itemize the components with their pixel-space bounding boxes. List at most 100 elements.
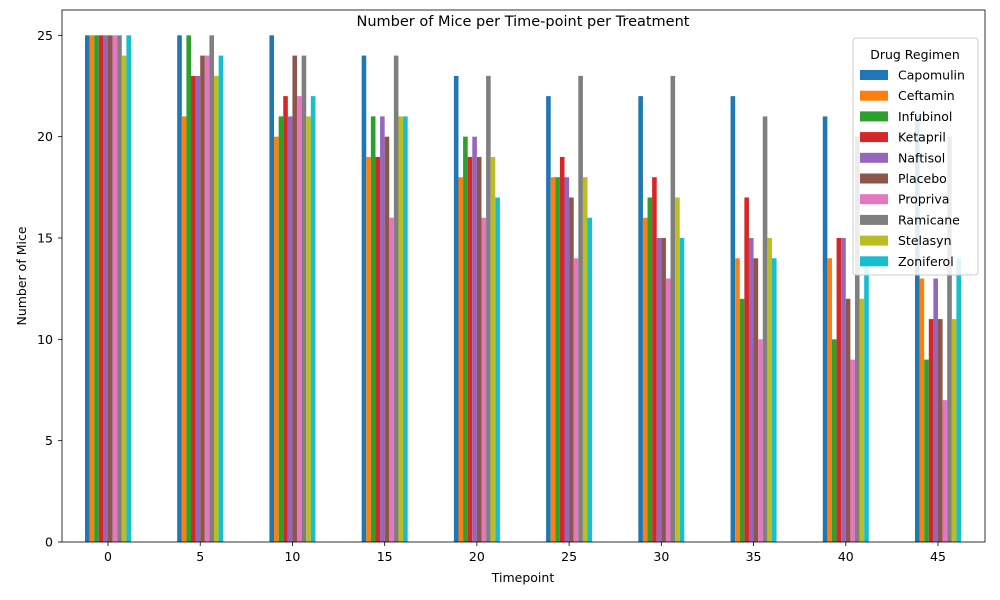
bar-propriva-t15 (389, 217, 394, 543)
legend-label-stelasyn: Stelasyn (898, 233, 952, 248)
bar-stelasyn-t20 (490, 156, 496, 542)
bar-ketapril-t10 (283, 96, 288, 542)
legend-swatch-ceftamin (860, 90, 888, 101)
legend-label-capomulin: Capomulin (898, 68, 965, 83)
bar-ketapril-t30 (652, 177, 657, 542)
bar-zoniferol-t30 (679, 238, 685, 542)
bar-propriva-t35 (758, 339, 763, 542)
bar-propriva-t30 (665, 278, 671, 542)
bar-naftisol-t35 (748, 238, 754, 542)
bar-zoniferol-t0 (126, 35, 131, 542)
bar-stelasyn-t35 (767, 238, 772, 542)
bar-placebo-t0 (108, 35, 113, 542)
bar-capomulin-t25 (546, 96, 551, 542)
bar-placebo-t40 (845, 298, 851, 542)
bar-infubinol-t5 (186, 35, 192, 542)
bar-ramicane-t5 (209, 35, 215, 542)
y-axis-ticks: 0 5 10 15 20 25 (37, 28, 62, 550)
bar-infubinol-t45 (924, 359, 929, 542)
bar-ceftamin-t45 (919, 278, 925, 542)
bar-naftisol-t45 (933, 278, 938, 542)
bar-infubinol-t0 (94, 35, 99, 542)
bar-ramicane-t45 (947, 136, 952, 543)
x-tick-label: 40 (838, 549, 854, 564)
x-tick-label: 30 (653, 549, 669, 564)
bar-naftisol-t15 (380, 116, 385, 543)
bar-stelasyn-t10 (306, 116, 311, 543)
bar-stelasyn-t40 (859, 298, 865, 542)
legend-swatch-placebo (860, 173, 888, 184)
bar-ketapril-t25 (559, 156, 565, 542)
bar-propriva-t25 (573, 258, 579, 542)
bar-capomulin-t35 (730, 96, 736, 542)
bar-infubinol-t40 (831, 339, 837, 542)
legend: Drug Regimen Capomulin Ceftamin Infubinol K… (852, 37, 979, 276)
bar-capomulin-t15 (361, 55, 367, 542)
bar-stelasyn-t45 (951, 319, 957, 542)
bar-ketapril-t5 (191, 75, 196, 543)
legend-label-naftisol: Naftisol (898, 150, 945, 165)
bar-placebo-t35 (753, 258, 759, 542)
bar-propriva-t10 (297, 96, 302, 542)
legend-swatch-stelasyn (860, 235, 888, 246)
x-tick-label: 0 (104, 549, 112, 564)
x-tick-label: 5 (196, 549, 204, 564)
bar-ramicane-t15 (393, 55, 399, 542)
bar-placebo-t25 (569, 197, 574, 542)
bar-ramicane-t40 (854, 136, 860, 543)
y-tick-label: 10 (37, 332, 53, 347)
legend-swatch-naftisol (860, 152, 888, 163)
bar-zoniferol-t15 (403, 116, 408, 543)
bar-ceftamin-t5 (181, 116, 187, 543)
bar-zoniferol-t5 (218, 55, 224, 542)
bar-stelasyn-t5 (214, 75, 219, 543)
bar-stelasyn-t25 (582, 177, 588, 542)
bar-naftisol-t5 (195, 75, 201, 543)
bar-naftisol-t10 (287, 116, 293, 543)
bar-zoniferol-t35 (771, 258, 777, 542)
bar-stelasyn-t15 (398, 116, 404, 543)
y-tick-label: 5 (45, 433, 53, 448)
bar-ceftamin-t25 (550, 177, 556, 542)
x-tick-label: 20 (469, 549, 485, 564)
bar-propriva-t40 (850, 359, 855, 542)
bar-ceftamin-t10 (274, 136, 279, 543)
y-tick-label: 0 (45, 535, 53, 550)
legend-swatch-ketapril (860, 132, 888, 143)
legend-swatch-capomulin (860, 70, 888, 80)
bar-ceftamin-t15 (366, 156, 371, 542)
x-tick-label: 35 (746, 549, 762, 564)
x-tick-label: 45 (930, 549, 946, 564)
legend-swatch-zoniferol (860, 256, 888, 267)
bar-naftisol-t40 (841, 238, 846, 542)
legend-label-ceftamin: Ceftamin (898, 88, 955, 103)
bar-ceftamin-t20 (458, 177, 464, 542)
legend-swatch-ramicane (860, 214, 888, 225)
bar-naftisol-t0 (103, 35, 108, 542)
bar-capomulin-t40 (822, 116, 828, 543)
bar-placebo-t20 (476, 156, 482, 542)
bar-propriva-t5 (204, 55, 210, 542)
bar-placebo-t10 (292, 55, 298, 542)
plot-frame (61, 9, 986, 543)
bar-ramicane-t0 (117, 35, 122, 542)
x-tick-label: 10 (284, 549, 300, 564)
bar-ketapril-t45 (928, 319, 934, 542)
legend-label-placebo: Placebo (898, 171, 947, 186)
legend-label-ketapril: Ketapril (898, 130, 946, 145)
bar-ramicane-t25 (578, 75, 583, 543)
bar-capomulin-t5 (177, 35, 182, 542)
bar-ramicane-t20 (486, 75, 491, 543)
x-tick-label: 25 (561, 549, 577, 564)
bar-ceftamin-t0 (89, 35, 95, 542)
legend-label-infubinol: Infubinol (898, 109, 952, 124)
bar-infubinol-t10 (278, 116, 284, 543)
bar-placebo-t45 (938, 319, 943, 542)
bar-infubinol-t15 (370, 116, 376, 543)
bar-propriva-t0 (112, 35, 118, 542)
legend-label-zoniferol: Zoniferol (898, 254, 954, 269)
bar-naftisol-t20 (472, 136, 477, 543)
bar-ceftamin-t30 (642, 217, 648, 543)
bar-infubinol-t35 (739, 298, 745, 542)
